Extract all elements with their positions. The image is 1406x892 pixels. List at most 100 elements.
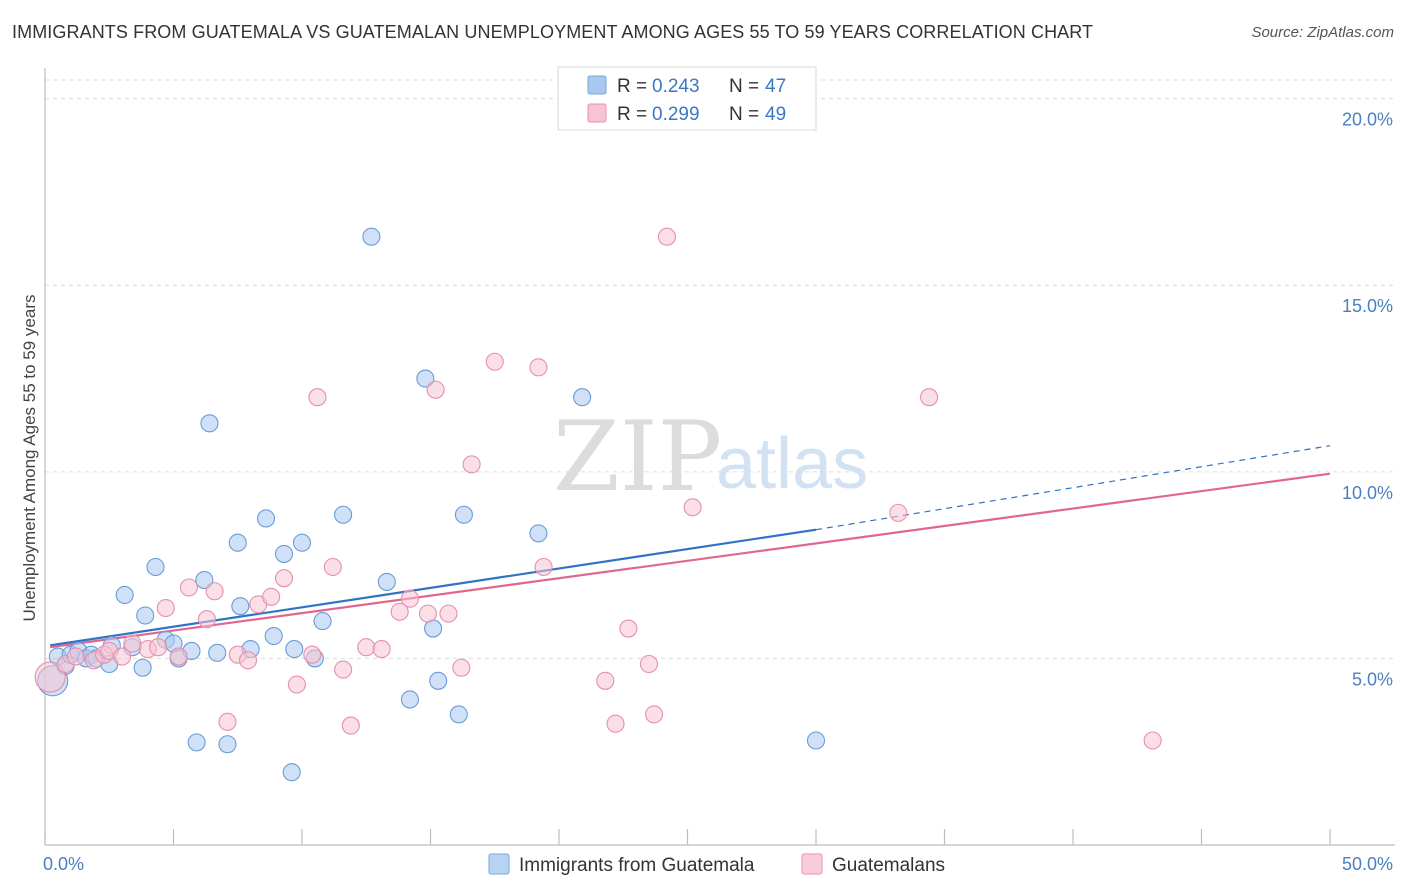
point-guatemala-immigrants — [334, 505, 353, 524]
top-legend-row-2: R = 0.299 N = 49 — [587, 103, 786, 125]
legend-r-value: 0.299 — [652, 104, 700, 125]
point-guatemalans — [639, 654, 659, 674]
point-guatemala-immigrants — [313, 612, 332, 631]
point-guatemalans — [400, 589, 419, 608]
top-legend: R = 0.243 N = 47 R = 0.299 N = 49 — [557, 66, 817, 131]
bottom-legend-label-blue: Immigrants from Guatemala — [519, 855, 755, 876]
point-guatemalans — [179, 578, 198, 597]
y-tick-label: 20.0% — [1342, 110, 1393, 130]
point-guatemalans — [274, 569, 294, 588]
point-guatemala-immigrants — [228, 533, 247, 552]
grid-lines — [45, 79, 1395, 659]
point-guatemalans — [485, 352, 504, 371]
legend-r-label: R = — [617, 76, 647, 97]
y-tick-label: 15.0% — [1342, 296, 1393, 316]
legend-swatch-blue — [587, 75, 607, 95]
point-guatemala-immigrants — [218, 735, 237, 754]
y-tick-label: 10.0% — [1342, 483, 1393, 503]
point-guatemalans — [262, 587, 281, 606]
point-guatemala-immigrants — [573, 388, 592, 407]
watermark-atlas: atlas — [716, 424, 868, 504]
point-guatemala-immigrants — [231, 597, 250, 616]
trend-line-blue — [49, 528, 817, 647]
point-guatemalans — [205, 582, 224, 601]
point-guatemalans — [1143, 731, 1162, 750]
bottom-legend-swatch-pink — [801, 853, 823, 875]
point-guatemala-immigrants — [377, 572, 396, 591]
bottom-legend-label-pink: Guatemalans — [832, 855, 945, 876]
point-guatemala-immigrants — [133, 658, 152, 677]
legend-n-value: 47 — [765, 76, 786, 97]
point-guatemala-immigrants — [416, 369, 435, 388]
point-guatemalans — [113, 647, 132, 666]
point-guatemalans — [341, 716, 360, 735]
point-guatemalans — [889, 503, 908, 522]
point-guatemalans — [169, 647, 188, 666]
point-guatemalans — [197, 610, 216, 629]
trend-line-blue-extension — [815, 445, 1331, 531]
trend-lines — [49, 445, 1331, 649]
point-guatemala-immigrants — [429, 671, 448, 690]
point-guatemalans — [426, 380, 445, 399]
point-guatemalans — [287, 675, 306, 694]
point-guatemalans — [439, 604, 458, 623]
point-guatemalans — [534, 557, 553, 577]
point-guatemala-immigrants — [187, 733, 206, 752]
point-guatemala-immigrants — [454, 505, 473, 524]
point-guatemalans — [390, 602, 409, 621]
point-guatemalans — [529, 358, 548, 377]
point-guatemalans — [238, 651, 258, 670]
point-guatemalans — [357, 638, 376, 657]
x-tick-label-min: 0.0% — [43, 854, 84, 874]
point-guatemalans — [308, 388, 327, 407]
point-guatemalans — [156, 598, 175, 618]
legend-n-label: N = — [729, 76, 759, 97]
axes — [44, 68, 1395, 846]
point-guatemala-immigrants — [208, 643, 227, 662]
legend-r-label: R = — [617, 104, 647, 125]
x-tick-label-max: 50.0% — [1342, 854, 1393, 874]
watermark: ZIP atlas — [553, 401, 868, 513]
legend-n-value: 49 — [765, 104, 786, 125]
point-guatemala-immigrants — [285, 640, 304, 659]
point-guatemala-immigrants — [362, 227, 381, 246]
point-guatemala-immigrants — [274, 544, 294, 563]
point-guatemalans — [920, 388, 939, 407]
point-guatemalans — [619, 619, 638, 638]
legend-swatch-pink — [587, 103, 607, 123]
point-guatemala-immigrants — [146, 557, 165, 577]
legend-r-value: 0.243 — [652, 76, 700, 97]
point-guatemalans — [66, 647, 85, 666]
point-guatemala-immigrants — [529, 524, 548, 543]
point-guatemalans — [372, 640, 391, 659]
point-guatemala-immigrants — [449, 705, 468, 724]
bottom-legend-swatch-blue — [488, 853, 510, 875]
point-guatemala-immigrants — [806, 731, 826, 750]
point-guatemalans — [303, 645, 322, 664]
point-guatemalans — [123, 634, 142, 653]
top-legend-row-1: R = 0.243 N = 47 — [587, 75, 786, 97]
point-guatemalans — [606, 714, 625, 733]
point-guatemalans — [149, 638, 168, 657]
point-guatemalans — [683, 498, 702, 517]
y-axis-label: Unemployment Among Ages 55 to 59 years — [20, 295, 39, 622]
legend-n-label: N = — [729, 104, 759, 125]
bottom-legend: Immigrants from Guatemala Guatemalans — [488, 853, 945, 876]
point-guatemalans — [418, 604, 437, 623]
point-guatemalans — [323, 557, 342, 577]
y-tick-label: 5.0% — [1352, 669, 1393, 689]
point-guatemalans — [645, 705, 664, 724]
point-guatemalans — [452, 658, 471, 677]
point-guatemalans — [334, 660, 353, 679]
trend-line-pink — [49, 472, 1331, 649]
tick-labels: 5.0% 10.0% 15.0% 20.0% 0.0% 50.0% — [43, 110, 1393, 874]
point-guatemala-immigrants — [136, 606, 155, 625]
point-guatemala-immigrants — [115, 585, 134, 605]
point-guatemalans — [596, 671, 615, 690]
chart-title: IMMIGRANTS FROM GUATEMALA VS GUATEMALAN … — [12, 22, 1094, 42]
watermark-zip: ZIP — [553, 401, 722, 513]
point-guatemala-immigrants — [200, 414, 219, 433]
point-guatemala-immigrants — [282, 763, 301, 782]
point-guatemalans — [657, 227, 676, 246]
